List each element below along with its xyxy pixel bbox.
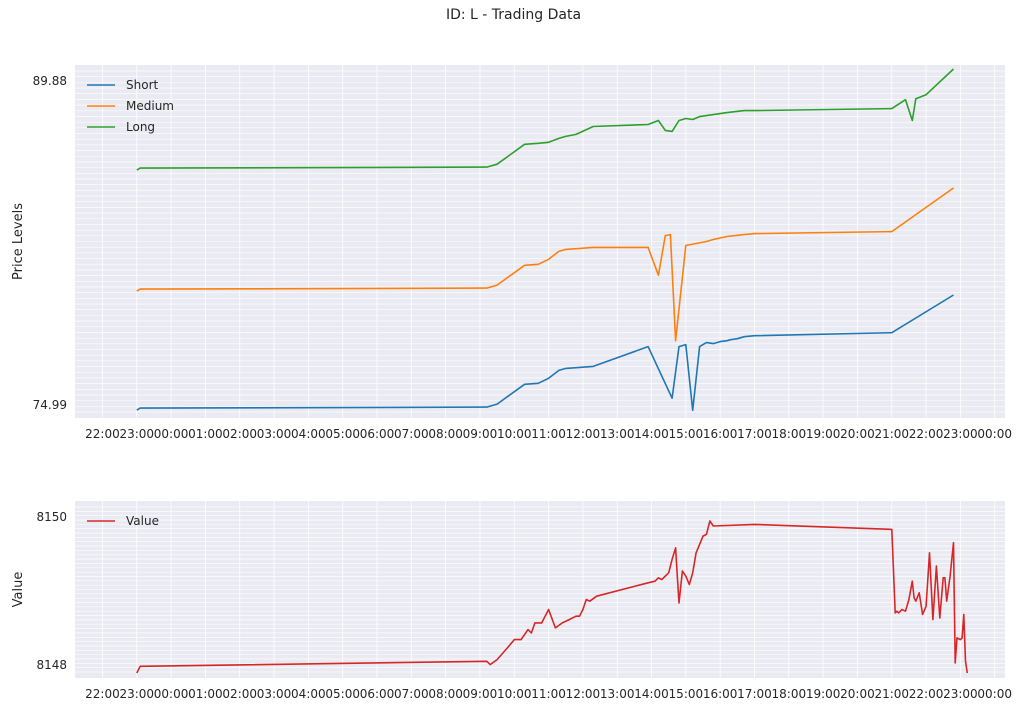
x-tick-label: 21:00 xyxy=(874,427,909,441)
x-tick-label: 11:00 xyxy=(531,687,566,701)
x-tick-label: 08:00 xyxy=(428,427,463,441)
value-axes: 22:00 23:00 00:00 01:00 02:00 03:00 04:00 05:00… xyxy=(11,501,1012,701)
x-tick-label: 09:00 xyxy=(463,687,498,701)
x-tick-label: 10:00 xyxy=(497,687,532,701)
x-tick-label: 04:00 xyxy=(291,687,326,701)
x-tick-label: 05:00 xyxy=(325,687,360,701)
series-line-long xyxy=(136,68,955,171)
x-tick-label: 03:00 xyxy=(257,427,292,441)
x-tick-label: 20:00 xyxy=(840,427,875,441)
x-tick-label: 10:00 xyxy=(497,427,532,441)
x-tick-label: 21:00 xyxy=(874,687,909,701)
x-tick-label: 23:00 xyxy=(943,687,978,701)
x-tick-label: 13:00 xyxy=(600,427,635,441)
x-tick-label: 22:00 xyxy=(85,687,120,701)
x-tick-label: 17:00 xyxy=(737,427,772,441)
x-tick-label: 08:00 xyxy=(428,687,463,701)
x-tick-label: 18:00 xyxy=(772,427,807,441)
y-axis-label: Price Levels xyxy=(11,203,26,280)
x-tick-label: 15:00 xyxy=(669,427,704,441)
x-tick-label: 01:00 xyxy=(188,687,223,701)
x-tick-label: 01:00 xyxy=(188,427,223,441)
series-line-medium xyxy=(136,187,954,342)
x-tick-label: 14:00 xyxy=(634,687,669,701)
price-levels-axes: 22:00 23:00 00:00 01:00 02:00 03:00 04:00 05:00… xyxy=(11,65,1012,441)
x-tick-label: 14:00 xyxy=(634,427,669,441)
x-tick-label: 19:00 xyxy=(806,427,841,441)
x-tick-label: 23:00 xyxy=(943,427,978,441)
x-tick-label: 00:00 xyxy=(154,427,189,441)
x-tick-label: 00:00 xyxy=(977,427,1012,441)
legend-entry: Medium xyxy=(126,99,174,113)
x-tick-label: 06:00 xyxy=(360,427,395,441)
x-tick-label: 22:00 xyxy=(909,687,944,701)
x-tick-label: 00:00 xyxy=(154,687,189,701)
x-tick-label: 03:00 xyxy=(257,687,292,701)
x-tick-label: 04:00 xyxy=(291,427,326,441)
legend-entry: Long xyxy=(126,120,155,134)
y-tick-label: 8148 xyxy=(36,658,67,672)
series-line-value xyxy=(136,520,969,674)
x-tick-label: 07:00 xyxy=(394,427,429,441)
x-tick-label: 16:00 xyxy=(703,427,738,441)
x-tick-label: 23:00 xyxy=(119,687,154,701)
x-tick-label: 22:00 xyxy=(85,427,120,441)
x-tick-label: 13:00 xyxy=(600,687,635,701)
series-line-short xyxy=(136,294,954,412)
y-tick-label: 74.99 xyxy=(33,398,67,412)
legend-entry: Value xyxy=(126,514,159,528)
x-tick-label: 05:00 xyxy=(325,427,360,441)
legend-entry: Short xyxy=(126,78,158,92)
x-tick-label: 19:00 xyxy=(806,687,841,701)
x-tick-label: 02:00 xyxy=(222,427,257,441)
x-tick-label: 17:00 xyxy=(737,687,772,701)
x-tick-label: 23:00 xyxy=(119,427,154,441)
x-tick-label: 22:00 xyxy=(909,427,944,441)
x-tick-label: 07:00 xyxy=(394,687,429,701)
y-tick-label: 8150 xyxy=(36,510,67,524)
x-tick-label: 12:00 xyxy=(566,427,601,441)
x-tick-label: 02:00 xyxy=(222,687,257,701)
x-tick-label: 00:00 xyxy=(977,687,1012,701)
x-tick-label: 20:00 xyxy=(840,687,875,701)
x-tick-label: 11:00 xyxy=(531,427,566,441)
y-tick-label: 89.88 xyxy=(33,74,67,88)
y-axis-label: Value xyxy=(11,572,26,608)
x-tick-label: 16:00 xyxy=(703,687,738,701)
x-tick-label: 06:00 xyxy=(360,687,395,701)
x-tick-label: 18:00 xyxy=(772,687,807,701)
x-tick-label: 12:00 xyxy=(566,687,601,701)
x-tick-label: 09:00 xyxy=(463,427,498,441)
x-tick-label: 15:00 xyxy=(669,687,704,701)
figure-title: ID: L - Trading Data xyxy=(445,7,582,23)
